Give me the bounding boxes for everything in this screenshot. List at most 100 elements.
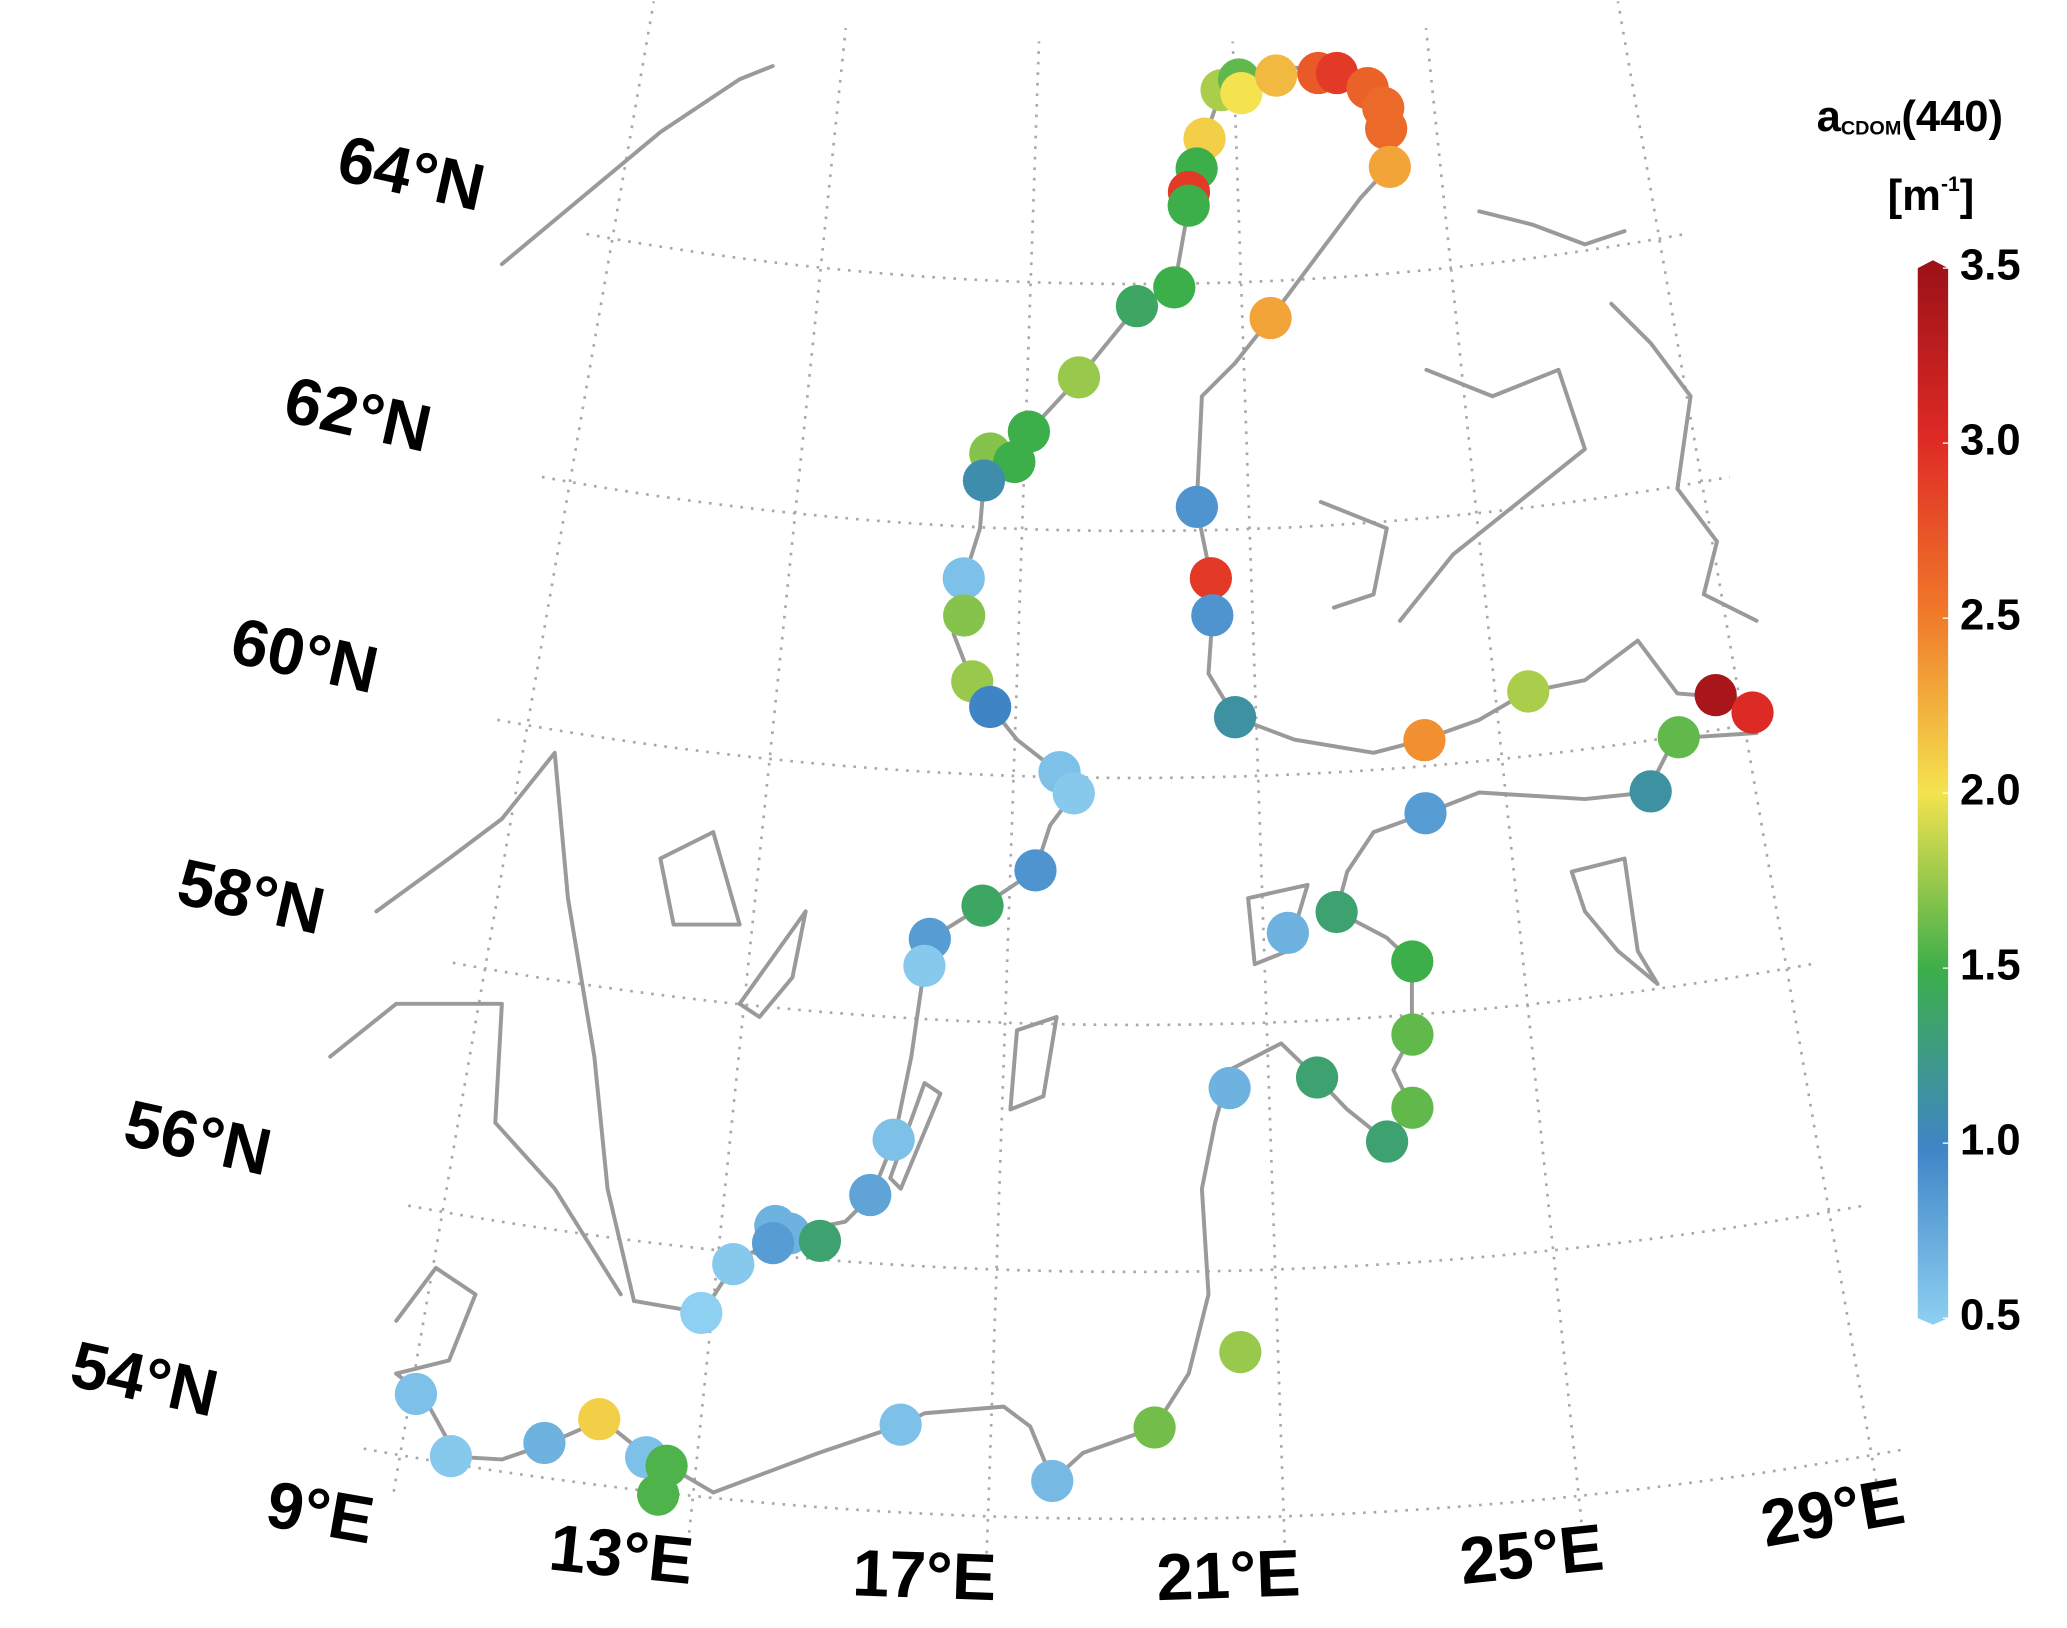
coastline — [631, 64, 1759, 1315]
sample-point — [1031, 1459, 1074, 1503]
lat-label: 60°N — [225, 603, 385, 707]
sample-point — [1167, 184, 1210, 227]
sample-point — [1365, 1120, 1409, 1163]
sample-point — [578, 1398, 621, 1441]
coastline — [328, 1001, 623, 1297]
lat-label: 54°N — [65, 1326, 225, 1430]
colorbar-tick-label: 2.5 — [1960, 592, 2021, 640]
sample-point — [1115, 285, 1159, 328]
sample-point — [1175, 485, 1219, 529]
sample-point — [1220, 71, 1263, 115]
lon-grid-line — [985, 41, 1041, 1554]
sample-point — [1052, 772, 1095, 815]
sample-point — [1368, 145, 1411, 188]
sample-point — [1315, 890, 1358, 934]
lat-label: 62°N — [278, 362, 438, 466]
lake — [737, 909, 808, 1019]
sample-point — [993, 440, 1036, 484]
coastline — [374, 750, 636, 1303]
lon-label: 9°E — [261, 1466, 379, 1557]
sample-point — [429, 1435, 473, 1478]
sample-point — [1391, 1013, 1434, 1056]
lon-grid-line — [1424, 27, 1584, 1533]
sample-point — [1153, 266, 1196, 309]
sample-point — [1254, 54, 1298, 97]
sample-point — [1249, 296, 1292, 340]
lake — [1569, 856, 1660, 986]
graticule-labels: 54°N 56°N 58°N 60°N 62°N 64°N 9°E 13°E 17°E 21°E 2… — [65, 121, 1910, 1615]
lon-label: 13°E — [546, 1510, 697, 1598]
lake — [658, 830, 742, 927]
sample-point — [1219, 1330, 1262, 1374]
lat-grid-line — [541, 475, 1731, 533]
sample-point — [1266, 911, 1310, 955]
lat-grid-line — [497, 718, 1775, 780]
sample-point — [879, 1403, 922, 1446]
colorbar-unit: [m-1] — [1888, 172, 1975, 220]
sample-point — [637, 1473, 680, 1516]
sample-point — [943, 594, 986, 637]
sample-point — [961, 884, 1004, 927]
lat-grid-line — [363, 1447, 1909, 1521]
lake — [1609, 301, 1759, 623]
lat-grid-line — [586, 232, 1686, 286]
lat-grid-line — [408, 1204, 1864, 1274]
sample-point — [1404, 792, 1447, 835]
sample-point — [969, 685, 1012, 729]
sample-point — [1133, 1406, 1176, 1449]
lon-grid-line — [392, 1, 656, 1492]
lon-label: 21°E — [1155, 1535, 1301, 1614]
sample-point — [942, 557, 985, 600]
sample-point — [523, 1421, 566, 1465]
lon-label: 29°E — [1755, 1463, 1909, 1561]
colorbar-tick-label: 0.5 — [1960, 1292, 2021, 1340]
sample-point — [1014, 849, 1057, 892]
sample-point — [1391, 1086, 1434, 1129]
sample-point — [903, 944, 946, 988]
colorbar-tick-label: 1.0 — [1960, 1117, 2021, 1165]
colorbar-unit-open: [m — [1888, 172, 1941, 220]
sample-point — [1057, 356, 1101, 399]
sample-point — [1213, 696, 1257, 739]
lon-grid-line — [1616, 1, 1880, 1492]
colorbar-title-main: a — [1817, 92, 1842, 140]
lat-label: 56°N — [118, 1085, 278, 1189]
sample-point — [1189, 557, 1233, 600]
colorbar-unit-sup: -1 — [1941, 172, 1960, 195]
colorbar-tick-label: 2.0 — [1960, 767, 2021, 815]
lat-label: 58°N — [171, 844, 331, 948]
sample-point — [751, 1221, 795, 1265]
graticule — [363, 1, 1909, 1554]
colorbar-tick-label: 3.5 — [1960, 242, 2021, 290]
lon-label: 17°E — [851, 1535, 997, 1614]
lon-grid-line — [1231, 41, 1287, 1554]
colorbar-tick-label: 1.5 — [1960, 942, 2021, 990]
sample-point — [1731, 691, 1774, 734]
island — [1008, 1015, 1059, 1112]
lake — [1477, 209, 1627, 247]
coastline — [394, 1265, 478, 1376]
sample-point — [1657, 716, 1700, 759]
colorbar-tick-label: 3.0 — [1960, 417, 2021, 465]
lon-label: 25°E — [1456, 1510, 1607, 1598]
sample-point — [1391, 940, 1434, 983]
sample-points — [394, 51, 1774, 1516]
sample-point — [1694, 673, 1737, 717]
sample-point — [1629, 770, 1672, 813]
colorbar-title-sub: CDOM — [1841, 118, 1901, 140]
lake — [1318, 499, 1389, 610]
sample-point — [1403, 719, 1446, 762]
sample-point — [962, 459, 1006, 502]
colorbar-title: aCDOM(440) — [1817, 92, 2003, 140]
colorbar-unit-close: ] — [1960, 172, 1975, 220]
sample-point — [680, 1291, 723, 1335]
lat-grid-line — [452, 961, 1820, 1027]
sample-point — [1507, 670, 1550, 713]
colorbar-bar — [1917, 260, 1949, 1325]
colorbar-title-rest: (440) — [1901, 92, 2003, 140]
sample-point — [712, 1242, 755, 1286]
sample-point — [1208, 1066, 1251, 1110]
sample-point — [1365, 107, 1408, 150]
sample-point — [872, 1118, 915, 1161]
